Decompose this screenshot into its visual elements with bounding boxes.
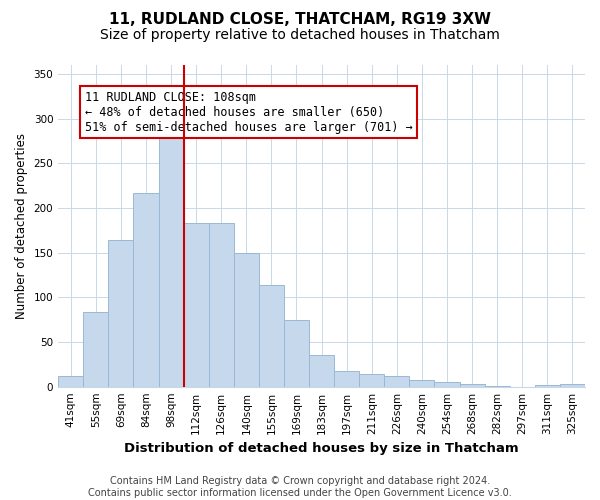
Bar bbox=[184, 223, 209, 386]
Bar bbox=[434, 382, 460, 386]
Bar bbox=[359, 374, 385, 386]
Bar bbox=[460, 384, 485, 386]
Bar bbox=[209, 223, 234, 386]
Bar bbox=[284, 320, 309, 386]
Bar bbox=[259, 285, 284, 386]
Y-axis label: Number of detached properties: Number of detached properties bbox=[15, 133, 28, 319]
Text: 11, RUDLAND CLOSE, THATCHAM, RG19 3XW: 11, RUDLAND CLOSE, THATCHAM, RG19 3XW bbox=[109, 12, 491, 28]
Bar bbox=[560, 384, 585, 386]
Bar bbox=[409, 380, 434, 386]
Text: 11 RUDLAND CLOSE: 108sqm
← 48% of detached houses are smaller (650)
51% of semi-: 11 RUDLAND CLOSE: 108sqm ← 48% of detach… bbox=[85, 90, 412, 134]
Text: Size of property relative to detached houses in Thatcham: Size of property relative to detached ho… bbox=[100, 28, 500, 42]
X-axis label: Distribution of detached houses by size in Thatcham: Distribution of detached houses by size … bbox=[124, 442, 519, 455]
Text: Contains HM Land Registry data © Crown copyright and database right 2024.
Contai: Contains HM Land Registry data © Crown c… bbox=[88, 476, 512, 498]
Bar bbox=[535, 385, 560, 386]
Bar bbox=[158, 130, 184, 386]
Bar bbox=[58, 376, 83, 386]
Bar bbox=[234, 252, 259, 386]
Bar bbox=[109, 240, 133, 386]
Bar bbox=[385, 376, 409, 386]
Bar bbox=[334, 370, 359, 386]
Bar bbox=[309, 356, 334, 386]
Bar bbox=[133, 193, 158, 386]
Bar bbox=[83, 312, 109, 386]
